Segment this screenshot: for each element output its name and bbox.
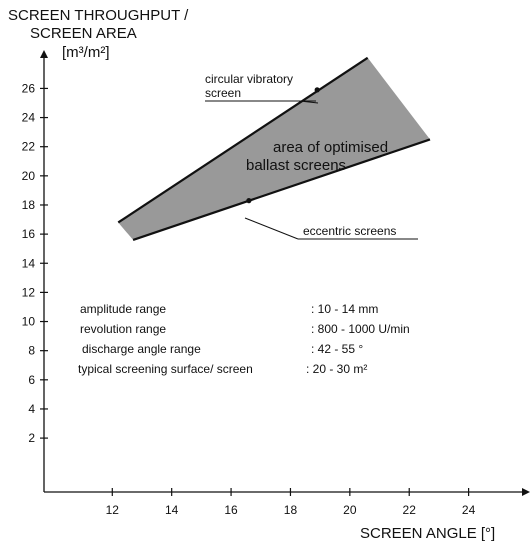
parameter-list: amplitude range : 10 - 14 mm revolution … [78, 302, 410, 376]
y-tick-label: 26 [22, 81, 36, 95]
param-value: : 10 - 14 mm [311, 302, 378, 316]
y-axis-label-line-2: SCREEN AREA [30, 25, 137, 42]
series-line-circular-vibratory [117, 56, 369, 224]
param-label: revolution range [80, 322, 166, 336]
marker-circular-vibratory [314, 87, 320, 93]
param-value: : 42 - 55 ° [311, 342, 363, 356]
y-tick-label: 14 [22, 256, 36, 270]
marker-eccentric [246, 198, 252, 204]
annotation-circular-text-1: circular vibratory [205, 72, 293, 86]
x-tick-label: 14 [165, 503, 179, 517]
y-tick-label: 18 [22, 198, 36, 212]
y-tick-label: 20 [22, 169, 36, 183]
y-tick-label: 6 [28, 373, 35, 387]
y-tick-label: 8 [28, 344, 35, 358]
y-axis-label-line-3: [m³/m²] [62, 44, 109, 61]
param-label: discharge angle range [82, 342, 201, 356]
y-tick-label: 12 [22, 285, 36, 299]
x-tick-label: 12 [106, 503, 120, 517]
optimised-area-region [118, 57, 430, 240]
param-label: typical screening surface/ screen [78, 362, 253, 376]
x-tick-label: 22 [403, 503, 417, 517]
x-tick-label: 16 [224, 503, 238, 517]
region-label-line-1: area of optimised [273, 139, 388, 156]
annotation-eccentric: eccentric screens [303, 224, 396, 238]
annotation-circular-vibratory-line-1: circular vibratory screen [205, 72, 293, 100]
y-tick-label: 10 [22, 315, 36, 329]
series-line-eccentric [132, 138, 431, 241]
annotation-circular-text-2: screen [205, 86, 241, 100]
y-tick-label: 4 [28, 402, 35, 416]
x-tick-label: 18 [284, 503, 298, 517]
y-tick-label: 16 [22, 227, 36, 241]
x-tick-label: 20 [343, 503, 357, 517]
param-value: : 800 - 1000 U/min [311, 322, 410, 336]
x-axis-label: SCREEN ANGLE [°] [360, 525, 495, 542]
annotation-circular-leader-diag [299, 100, 319, 104]
param-label: amplitude range [80, 302, 166, 316]
region-label-line-2: ballast screens [246, 157, 346, 174]
y-axis-label-line-1: SCREEN THROUGHPUT / [8, 7, 189, 24]
annotation-eccentric-leader-diag [244, 217, 299, 240]
y-tick-label: 22 [22, 140, 36, 154]
x-tick-label: 24 [462, 503, 476, 517]
param-value: : 20 - 30 m² [306, 362, 367, 376]
y-tick-label: 2 [28, 431, 35, 445]
y-tick-label: 24 [22, 111, 36, 125]
